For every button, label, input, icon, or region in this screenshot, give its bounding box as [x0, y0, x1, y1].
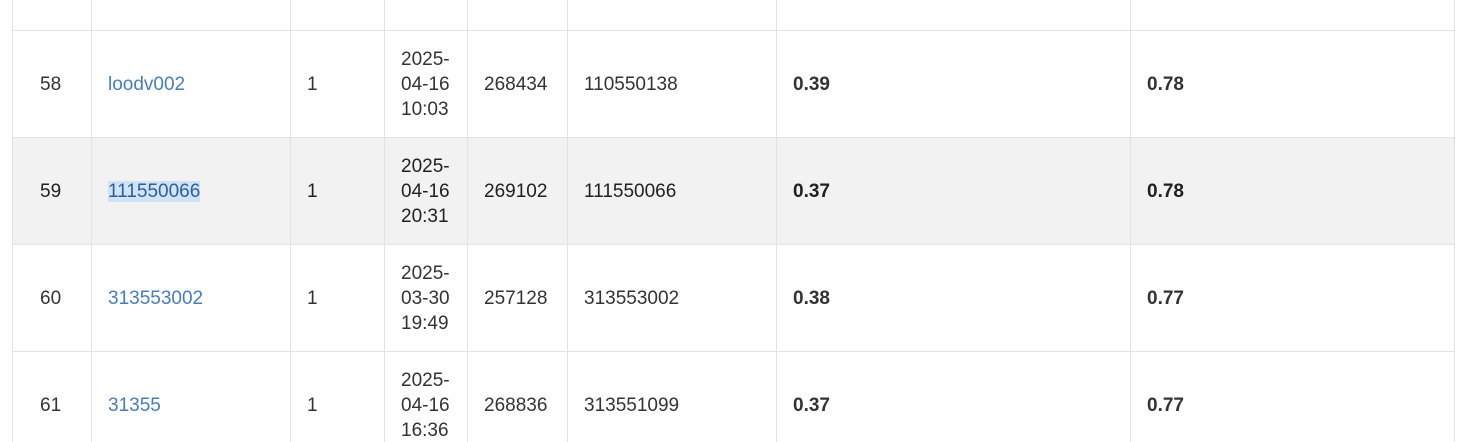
rank-cell: 60	[12, 244, 92, 352]
table-row: 58 loodv002 1 2025- 04-16 10:03 268434 1…	[12, 30, 1455, 138]
team-link[interactable]: 31355	[108, 394, 161, 416]
score-b-cell: 0.78	[1130, 30, 1455, 138]
student-id-cell: 313553002	[567, 244, 777, 352]
table-row: 17:10	[12, 0, 1455, 31]
rank-cell: 59	[12, 137, 92, 245]
table-row: 59 111550066 1 2025- 04-16 20:31 269102 …	[12, 137, 1455, 245]
submission-id-cell: 269102	[467, 137, 568, 245]
table-row: 60 313553002 1 2025- 03-30 19:49 257128 …	[12, 244, 1455, 352]
date-year: 2025-	[401, 48, 450, 70]
score-a-cell: 0.37	[776, 137, 1131, 245]
date-year: 2025-	[401, 262, 450, 284]
team-cell: 313553002	[91, 244, 291, 352]
team-link[interactable]: 111550066	[108, 180, 201, 202]
date-day: 03-30	[401, 287, 450, 309]
submission-id-cell: 268836	[467, 351, 568, 442]
entries-cell: 1	[290, 30, 385, 138]
date-cell: 17:10	[384, 0, 468, 31]
rank-cell: 61	[12, 351, 92, 442]
score-a-cell: 0.39	[776, 30, 1131, 138]
rank-cell	[12, 0, 92, 31]
score-a-cell: 0.38	[776, 244, 1131, 352]
entries-cell: 1	[290, 351, 385, 442]
team-link[interactable]: loodv002	[108, 73, 186, 95]
date-day: 04-16	[401, 73, 450, 95]
date-cell: 2025- 04-16 20:31	[384, 137, 468, 245]
date-cell: 2025- 03-30 19:49	[384, 244, 468, 352]
student-id-cell: 110550138	[567, 30, 777, 138]
date-time: 16:36	[401, 419, 449, 441]
score-b-cell: 0.77	[1130, 351, 1455, 442]
leaderboard-table: 17:10 58 loodv002 1 2025- 04-16 10:03	[12, 0, 1455, 442]
date-year: 2025-	[401, 369, 450, 391]
score-b-cell	[1130, 0, 1455, 31]
date-time: 19:49	[401, 312, 449, 334]
team-cell	[91, 0, 291, 31]
team-link[interactable]: 313553002	[108, 287, 204, 309]
submission-id-cell: 257128	[467, 244, 568, 352]
date-cell: 2025- 04-16 16:36	[384, 351, 468, 442]
team-cell: 31355	[91, 351, 291, 442]
submission-id-cell	[467, 0, 568, 31]
entries-cell: 1	[290, 244, 385, 352]
score-b-cell: 0.77	[1130, 244, 1455, 352]
table-row: 61 31355 1 2025- 04-16 16:36 268836 3135…	[12, 351, 1455, 442]
score-a-cell: 0.37	[776, 351, 1131, 442]
team-cell: loodv002	[91, 30, 291, 138]
score-b-cell: 0.78	[1130, 137, 1455, 245]
submission-id-cell: 268434	[467, 30, 568, 138]
score-a-cell	[776, 0, 1131, 31]
date-time: 20:31	[401, 205, 449, 227]
date-cell: 2025- 04-16 10:03	[384, 30, 468, 138]
date-day: 04-16	[401, 180, 450, 202]
date-year: 2025-	[401, 155, 450, 177]
student-id-cell: 313551099	[567, 351, 777, 442]
student-id-cell: 111550066	[567, 137, 777, 245]
team-cell: 111550066	[91, 137, 291, 245]
date-time: 10:03	[401, 98, 449, 120]
entries-cell	[290, 0, 385, 31]
student-id-cell	[567, 0, 777, 31]
date-day: 04-16	[401, 394, 450, 416]
rank-cell: 58	[12, 30, 92, 138]
entries-cell: 1	[290, 137, 385, 245]
